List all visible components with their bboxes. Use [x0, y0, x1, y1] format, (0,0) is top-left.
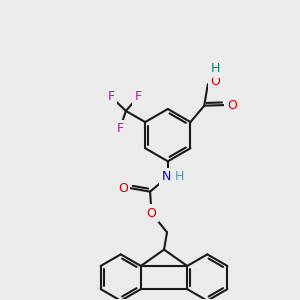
Text: O: O	[211, 75, 220, 88]
Text: F: F	[107, 90, 115, 103]
Text: H: H	[211, 62, 220, 75]
Text: O: O	[118, 182, 128, 195]
Text: O: O	[147, 207, 157, 220]
Text: F: F	[116, 122, 124, 135]
Text: N: N	[162, 170, 171, 183]
Text: H: H	[174, 170, 184, 183]
Text: F: F	[135, 90, 142, 103]
Text: O: O	[227, 99, 237, 112]
